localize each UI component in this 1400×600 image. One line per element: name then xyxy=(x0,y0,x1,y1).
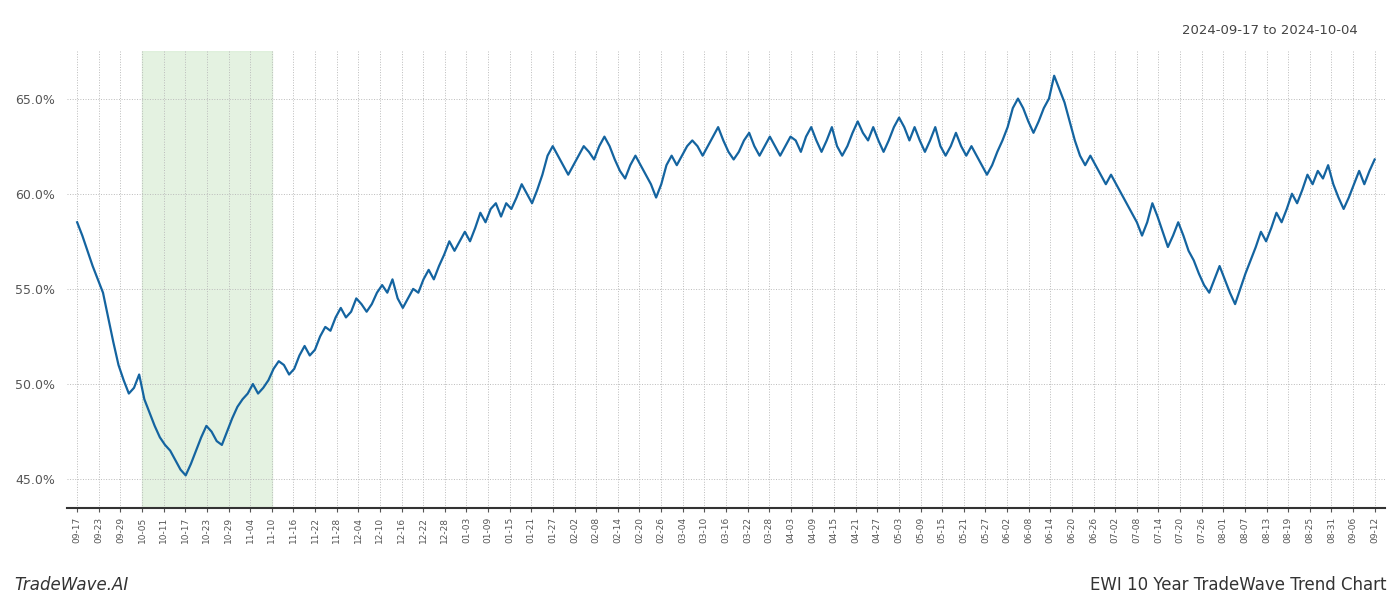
Text: TradeWave.AI: TradeWave.AI xyxy=(14,576,129,594)
Bar xyxy=(141,51,272,508)
Text: 2024-09-17 to 2024-10-04: 2024-09-17 to 2024-10-04 xyxy=(1182,24,1358,37)
Text: EWI 10 Year TradeWave Trend Chart: EWI 10 Year TradeWave Trend Chart xyxy=(1089,576,1386,594)
